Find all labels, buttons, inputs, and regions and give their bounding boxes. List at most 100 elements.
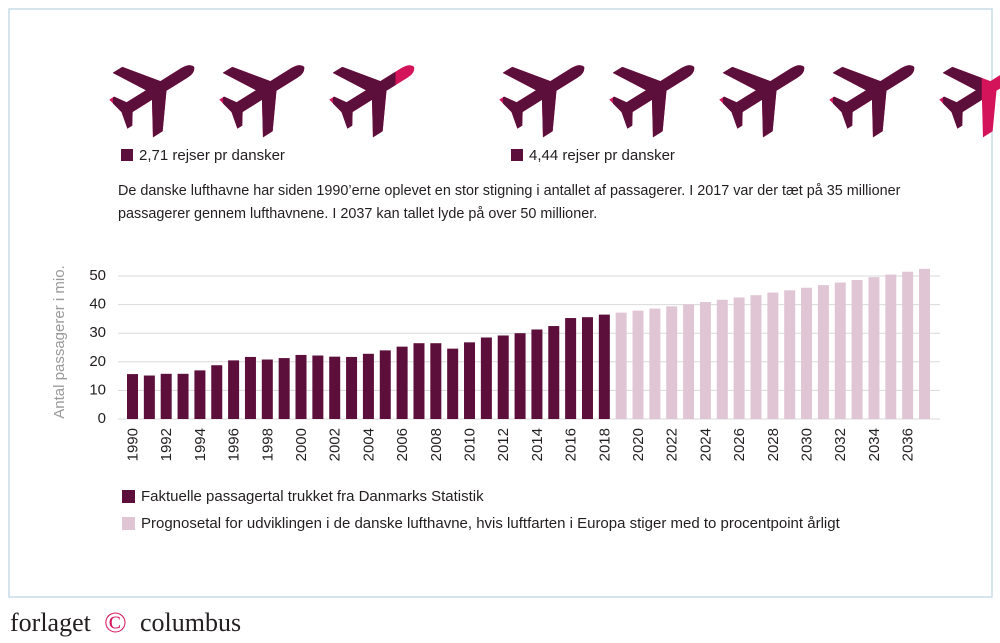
legend-label: Prognosetal for udviklingen i de danske … [141,515,841,532]
bar [413,343,425,419]
footer-mark: © [104,606,127,639]
footer-left: forlaget [10,608,92,637]
x-tick-label: 2032 [832,428,849,461]
bar [396,346,408,419]
bar [649,308,661,419]
x-tick-label: 2006 [394,428,411,461]
x-tick-label: 2028 [765,428,782,461]
bar [834,282,846,419]
bar [666,306,678,419]
bar [177,373,189,419]
plane-fill [613,65,695,138]
bar [160,373,172,419]
plane-fill [943,65,982,138]
bar [295,354,307,419]
frame [8,8,993,598]
bar [447,348,459,419]
bar [329,356,341,419]
bar [194,370,206,419]
bar [716,299,728,419]
bar [565,318,577,419]
bar [851,280,863,419]
bar [733,297,745,419]
bar [514,333,526,419]
x-tick-label: 2014 [529,428,546,461]
legend-swatch [121,149,133,161]
x-tick-label: 1996 [226,428,243,461]
bar [143,375,155,419]
pictogram-label: 4,44 rejser pr dansker [529,147,675,164]
x-tick-label: 1998 [259,428,276,461]
footer-right: columbus [140,608,241,637]
bar [817,285,829,419]
pictogram-label: 2,71 rejser pr dansker [139,147,285,164]
x-tick-label: 2002 [327,428,344,461]
plane [113,65,195,138]
plane-fill [833,65,915,138]
bar [699,302,711,419]
x-tick-label: 2000 [293,428,310,461]
bar [784,290,796,419]
x-tick-label: 2010 [461,428,478,461]
x-tick-label: 2034 [866,428,883,461]
bar [598,314,610,419]
bar [581,317,593,419]
legend-swatch [511,149,523,161]
x-tick-label: 2018 [596,428,613,461]
x-tick-label: 2024 [697,428,714,461]
y-axis-label: Antal passagerer i mio. [51,265,68,418]
x-tick-label: 2036 [900,428,917,461]
x-tick-label: 2012 [495,428,512,461]
plane [503,65,585,138]
plane [833,65,915,138]
x-tick-label: 2030 [799,428,816,461]
bar [480,337,492,419]
bar [362,353,374,419]
x-tick-label: 1994 [192,428,209,461]
bar [244,356,256,419]
plane [333,65,396,138]
bar [801,287,813,419]
bar [868,277,880,419]
bar [885,274,897,419]
y-tick-label: 0 [98,410,106,427]
plane [613,65,695,138]
plane-back [939,65,1000,138]
bar [615,312,627,419]
x-tick-label: 2020 [630,428,647,461]
bar [902,271,914,419]
legend-label: Faktuelle passagertal trukket fra Danmar… [141,488,484,505]
bar [464,342,476,419]
x-tick-label: 2004 [360,428,377,461]
plane [943,65,982,138]
plane-fill [333,65,396,138]
description: De danske lufthavne har siden 1990’erne … [118,183,901,222]
plane-fill [113,65,195,138]
y-tick-label: 30 [89,324,106,341]
bar [548,326,560,419]
x-tick-label: 1990 [124,428,141,461]
bar [750,295,762,419]
bar [261,359,273,419]
bar [430,343,442,419]
bar [683,304,695,419]
plane [723,65,805,138]
x-tick-label: 2016 [563,428,580,461]
y-tick-label: 40 [89,296,106,313]
bar [767,292,779,419]
bar [278,358,290,419]
x-tick-label: 2008 [428,428,445,461]
bar [211,365,223,419]
legend-swatch [122,490,135,503]
plane-fill [503,65,585,138]
bar [379,350,391,419]
x-tick-label: 2022 [664,428,681,461]
y-tick-label: 10 [89,381,106,398]
plane-fill [723,65,805,138]
bar [632,310,644,419]
bar [346,356,358,419]
legend-swatch [122,517,135,530]
plane-fill [223,65,305,138]
